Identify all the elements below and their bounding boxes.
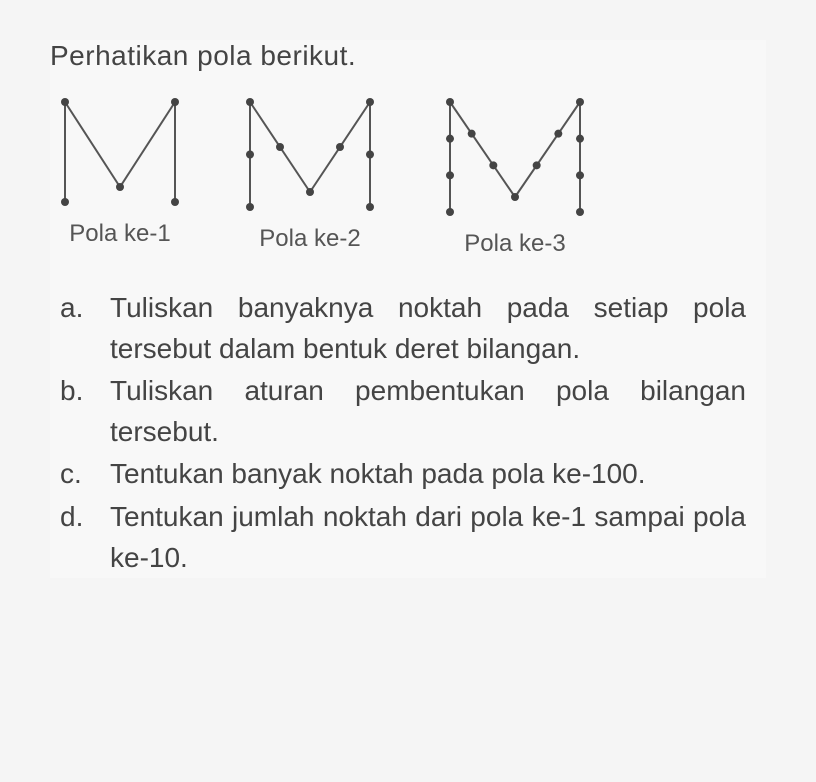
pattern-svg-1 [55,92,185,212]
pattern-svg-2 [235,92,385,217]
questions-list: a.Tuliskan banyaknya noktah pada setiap … [50,288,766,578]
question-letter: d. [60,497,110,578]
question-letter: c. [60,454,110,495]
question-4: d.Tentukan jumlah noktah dari pola ke-1 … [60,497,766,578]
question-text: Tuliskan banyaknya noktah pada setiap po… [110,288,766,369]
intro-text: Perhatikan pola berikut. [50,40,766,72]
question-3: c.Tentukan banyak noktah pada pola ke-10… [60,454,766,495]
question-letter: b. [60,371,110,452]
pattern-3: Pola ke-3 [435,92,595,258]
question-letter: a. [60,288,110,369]
pattern-1: Pola ke-1 [55,92,185,258]
question-text: Tentukan banyak noktah pada pola ke-100. [110,454,766,495]
patterns-row: Pola ke-1 Pola ke-2 Pola ke-3 [50,92,766,258]
pattern-label-1: Pola ke-1 [69,220,170,248]
pattern-2: Pola ke-2 [235,92,385,258]
pattern-label-3: Pola ke-3 [464,230,565,258]
pattern-label-2: Pola ke-2 [259,225,360,253]
question-text: Tentukan jumlah noktah dari pola ke-1 sa… [110,497,766,578]
question-1: a.Tuliskan banyaknya noktah pada setiap … [60,288,766,369]
pattern-svg-3 [435,92,595,222]
question-text: Tuliskan aturan pembentukan pola bilanga… [110,371,766,452]
question-2: b.Tuliskan aturan pembentukan pola bilan… [60,371,766,452]
page: Perhatikan pola berikut. Pola ke-1Pola k… [50,40,766,578]
